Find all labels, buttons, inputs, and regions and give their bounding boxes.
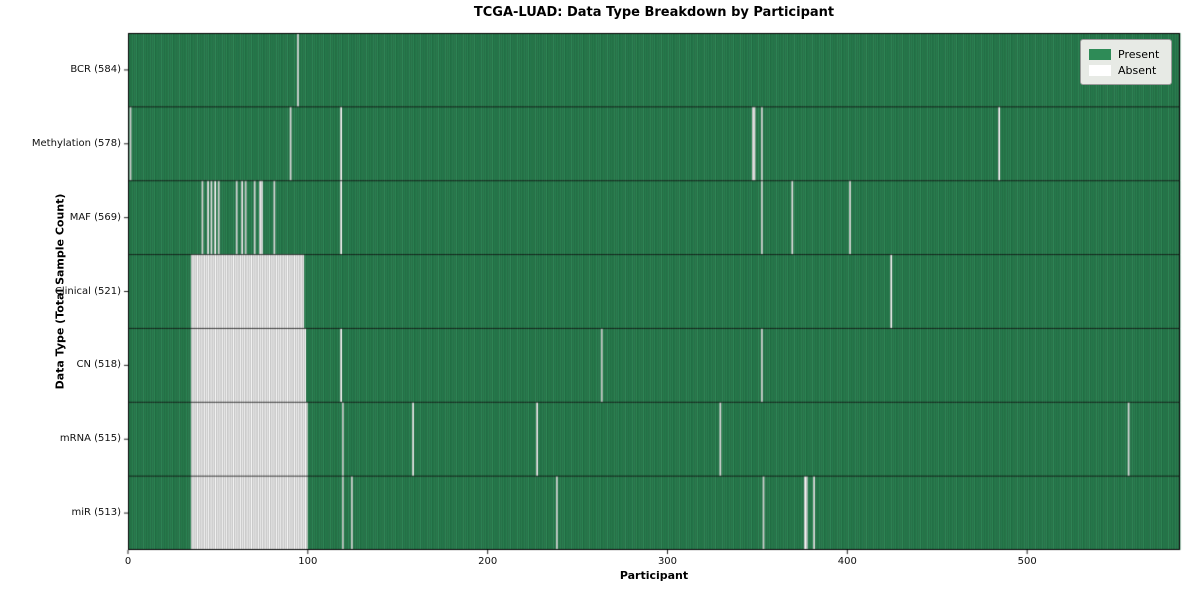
x-tick-label: 100 xyxy=(298,556,318,567)
x-tick-label: 200 xyxy=(478,556,498,567)
x-axis-title: Participant xyxy=(619,569,689,582)
y-tick-label: MAF (569) xyxy=(69,211,121,223)
legend-swatch-absent xyxy=(1089,64,1111,76)
legend-label-present: Present xyxy=(1118,47,1160,61)
x-tick-label: 500 xyxy=(1017,556,1037,567)
legend-entry-absent: Absent xyxy=(1089,62,1163,78)
y-tick-label: mRNA (515) xyxy=(59,433,121,445)
chart-title: TCGA-LUAD: Data Type Breakdown by Partic… xyxy=(473,5,835,20)
legend: Present Absent xyxy=(1080,39,1172,85)
x-tick-label: 300 xyxy=(657,556,678,567)
x-tick-label: 400 xyxy=(837,556,857,567)
y-tick-label: CN (518) xyxy=(76,359,121,371)
legend-entry-present: Present xyxy=(1089,46,1163,62)
y-tick-label: BCR (584) xyxy=(70,63,121,75)
y-tick-label: Clinical (521) xyxy=(54,285,121,297)
legend-label-absent: Absent xyxy=(1118,63,1157,77)
y-tick-label: miR (513) xyxy=(71,507,121,519)
y-tick-label: Methylation (578) xyxy=(31,137,121,149)
x-tick-label: 0 xyxy=(124,556,132,567)
legend-swatch-present xyxy=(1089,48,1111,60)
